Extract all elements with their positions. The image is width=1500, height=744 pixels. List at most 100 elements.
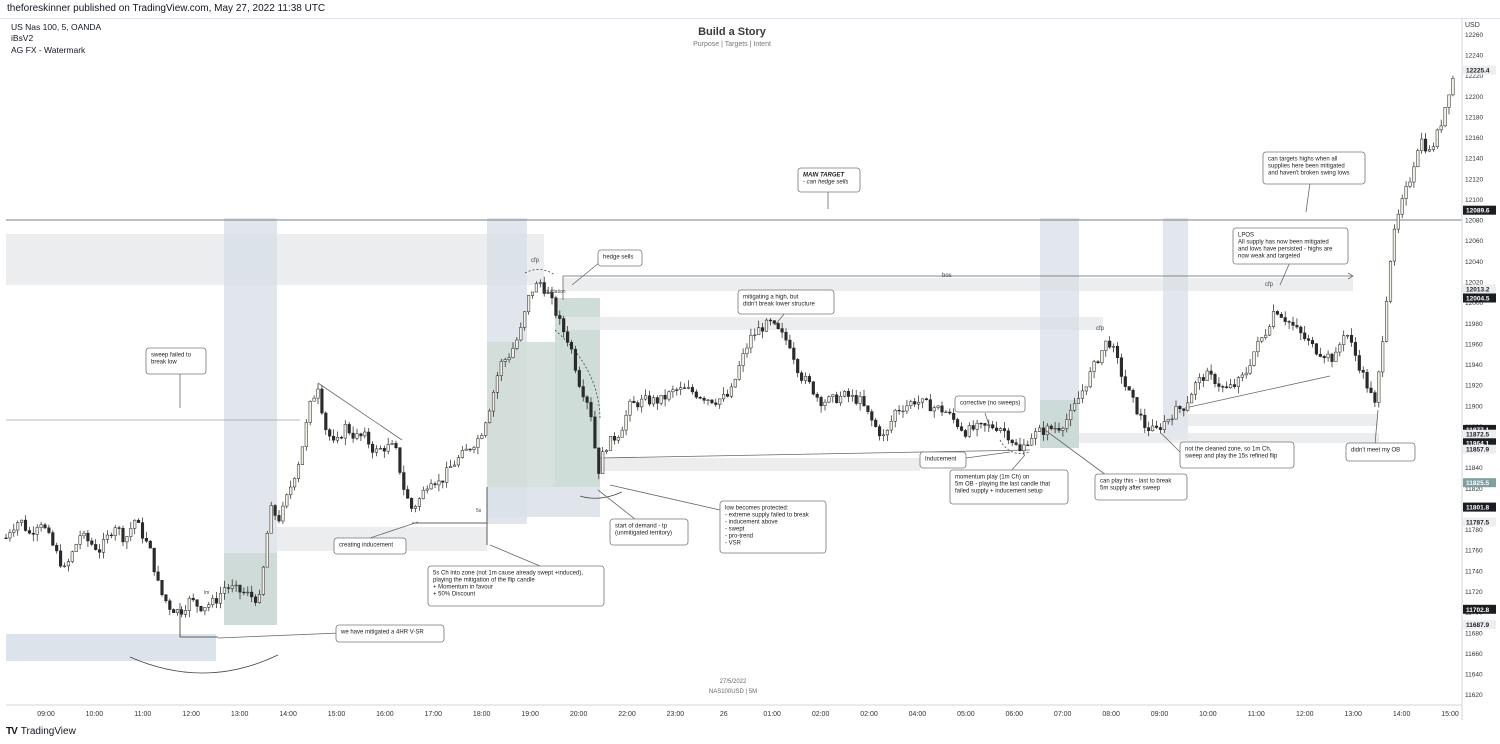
y-tick-4: 12180 [1465,114,1483,121]
price-label-bg-11 [1463,604,1496,614]
callout-not-cleaned[interactable]: not the cleaned zone, so 1m Ch,sweep and… [1179,441,1295,469]
candle-244 [956,419,960,427]
candle-153 [601,451,605,474]
callout-text-can-target-highs-0: can targets highs when all [1268,157,1337,163]
callout-box-low-protected [719,500,827,554]
demand-zone-green-3 [1040,400,1079,448]
candle-118 [464,448,468,451]
candle-56 [222,587,226,594]
candle-45 [179,609,184,615]
price-label-bg-0 [1463,65,1496,75]
callout-box-main-target [797,167,861,193]
candle-236 [924,398,928,400]
candle-156 [612,436,616,441]
candle-179 [702,397,706,401]
candle-132 [519,327,523,341]
candle-93 [367,431,371,445]
candle-70 [277,515,281,522]
callout-box-not-cleaned [1179,441,1295,469]
callout-corrective[interactable]: corrective (no sweeps) [954,395,1026,413]
x-tick-15: 01:00 [763,711,781,718]
callout-box-start-demand [609,518,689,546]
price-label-11: 11702.8 [1463,604,1496,614]
tradingview-brand[interactable]: TV TradingView [6,726,76,737]
callout-start-demand[interactable]: start of demand - tp(unmitigated territo… [609,518,689,546]
indicator-ibsv2[interactable]: iBsV2 [11,33,34,44]
candle-365 [1427,149,1432,152]
callout-main-target[interactable]: MAIN TARGET- can hedge sells [797,167,861,193]
leader-highs [1305,182,1311,213]
candle-69 [273,505,277,516]
callout-box-hedge-sells [597,249,643,267]
candle-129 [507,357,511,360]
candle-269 [1053,427,1057,430]
callout-text-lpos-3: now weak and targeted [1238,254,1300,260]
y-tick-27: 11720 [1465,589,1483,596]
candle-192 [753,334,757,336]
candle-147 [577,370,581,387]
candle-208 [815,393,819,398]
y-tick-14: 11980 [1465,321,1483,328]
candle-166 [651,397,655,405]
candle-135 [530,291,535,296]
callout-inducement[interactable]: Inducement [919,451,967,469]
five-s-label: 5s [476,508,482,514]
candle-139 [546,292,550,294]
candle-19 [78,535,82,545]
callout-hedge-sells[interactable]: hedge sells [597,249,643,267]
price-label-0: 12225.4 [1463,65,1496,75]
callout-low-protected[interactable]: low becomes protected:- extreme supply f… [719,500,827,554]
candle-239 [936,405,940,408]
candle-12 [51,532,55,546]
candle-52 [207,604,211,608]
symbol-label[interactable]: US Nas 100, 5, OANDA [11,22,102,32]
candle-109 [429,483,433,490]
callout-five-s-ch[interactable]: 5s Ch into zone (not 1m cause already sw… [427,565,605,607]
candle-20 [82,532,86,537]
candle-113 [445,467,449,483]
candle-175 [686,387,691,389]
candle-212 [831,394,835,398]
candle-231 [905,405,909,412]
callout-mitigated-4hr[interactable]: we have mitigated a 4HR V-SR [335,624,445,643]
callout-text-mitigating-high-0: mitigating a high, but [743,295,799,301]
candle-297 [1162,421,1166,430]
price-label-bg-1 [1463,205,1496,215]
candle-228 [893,409,897,422]
callout-didnt-meet-ob[interactable]: didn't meet my OB [1345,442,1416,462]
candle-238 [932,407,936,412]
price-label-bg-6 [1463,438,1496,448]
candle-289 [1131,389,1135,398]
x-tick-6: 15:00 [328,711,346,718]
candle-105 [413,506,418,509]
candle-364 [1424,138,1428,152]
candle-340 [1330,353,1334,362]
candle-32 [129,528,133,537]
candle-49 [195,599,199,607]
candle-128 [503,359,507,362]
candle-358 [1400,198,1404,215]
callout-creating-inducement[interactable]: creating inducement [333,537,407,555]
candle-95 [374,448,379,453]
candle-167 [655,397,659,404]
candle-290 [1135,397,1139,415]
candle-108 [425,488,429,491]
indicator-watermark[interactable]: AG FX - Watermark [11,44,86,55]
candle-68 [269,505,273,534]
candle-312 [1221,386,1225,388]
candle-10 [43,524,47,529]
candle-34 [137,519,141,523]
price-labels: 12225.412089.612013.212004.511877.111872… [1463,65,1496,630]
candle-193 [757,327,761,336]
candle-162 [636,402,640,408]
callout-text-inducement-0: Inducement [925,457,957,463]
candle-60 [238,584,242,593]
price-label-6: 11864.1 [1463,438,1496,448]
